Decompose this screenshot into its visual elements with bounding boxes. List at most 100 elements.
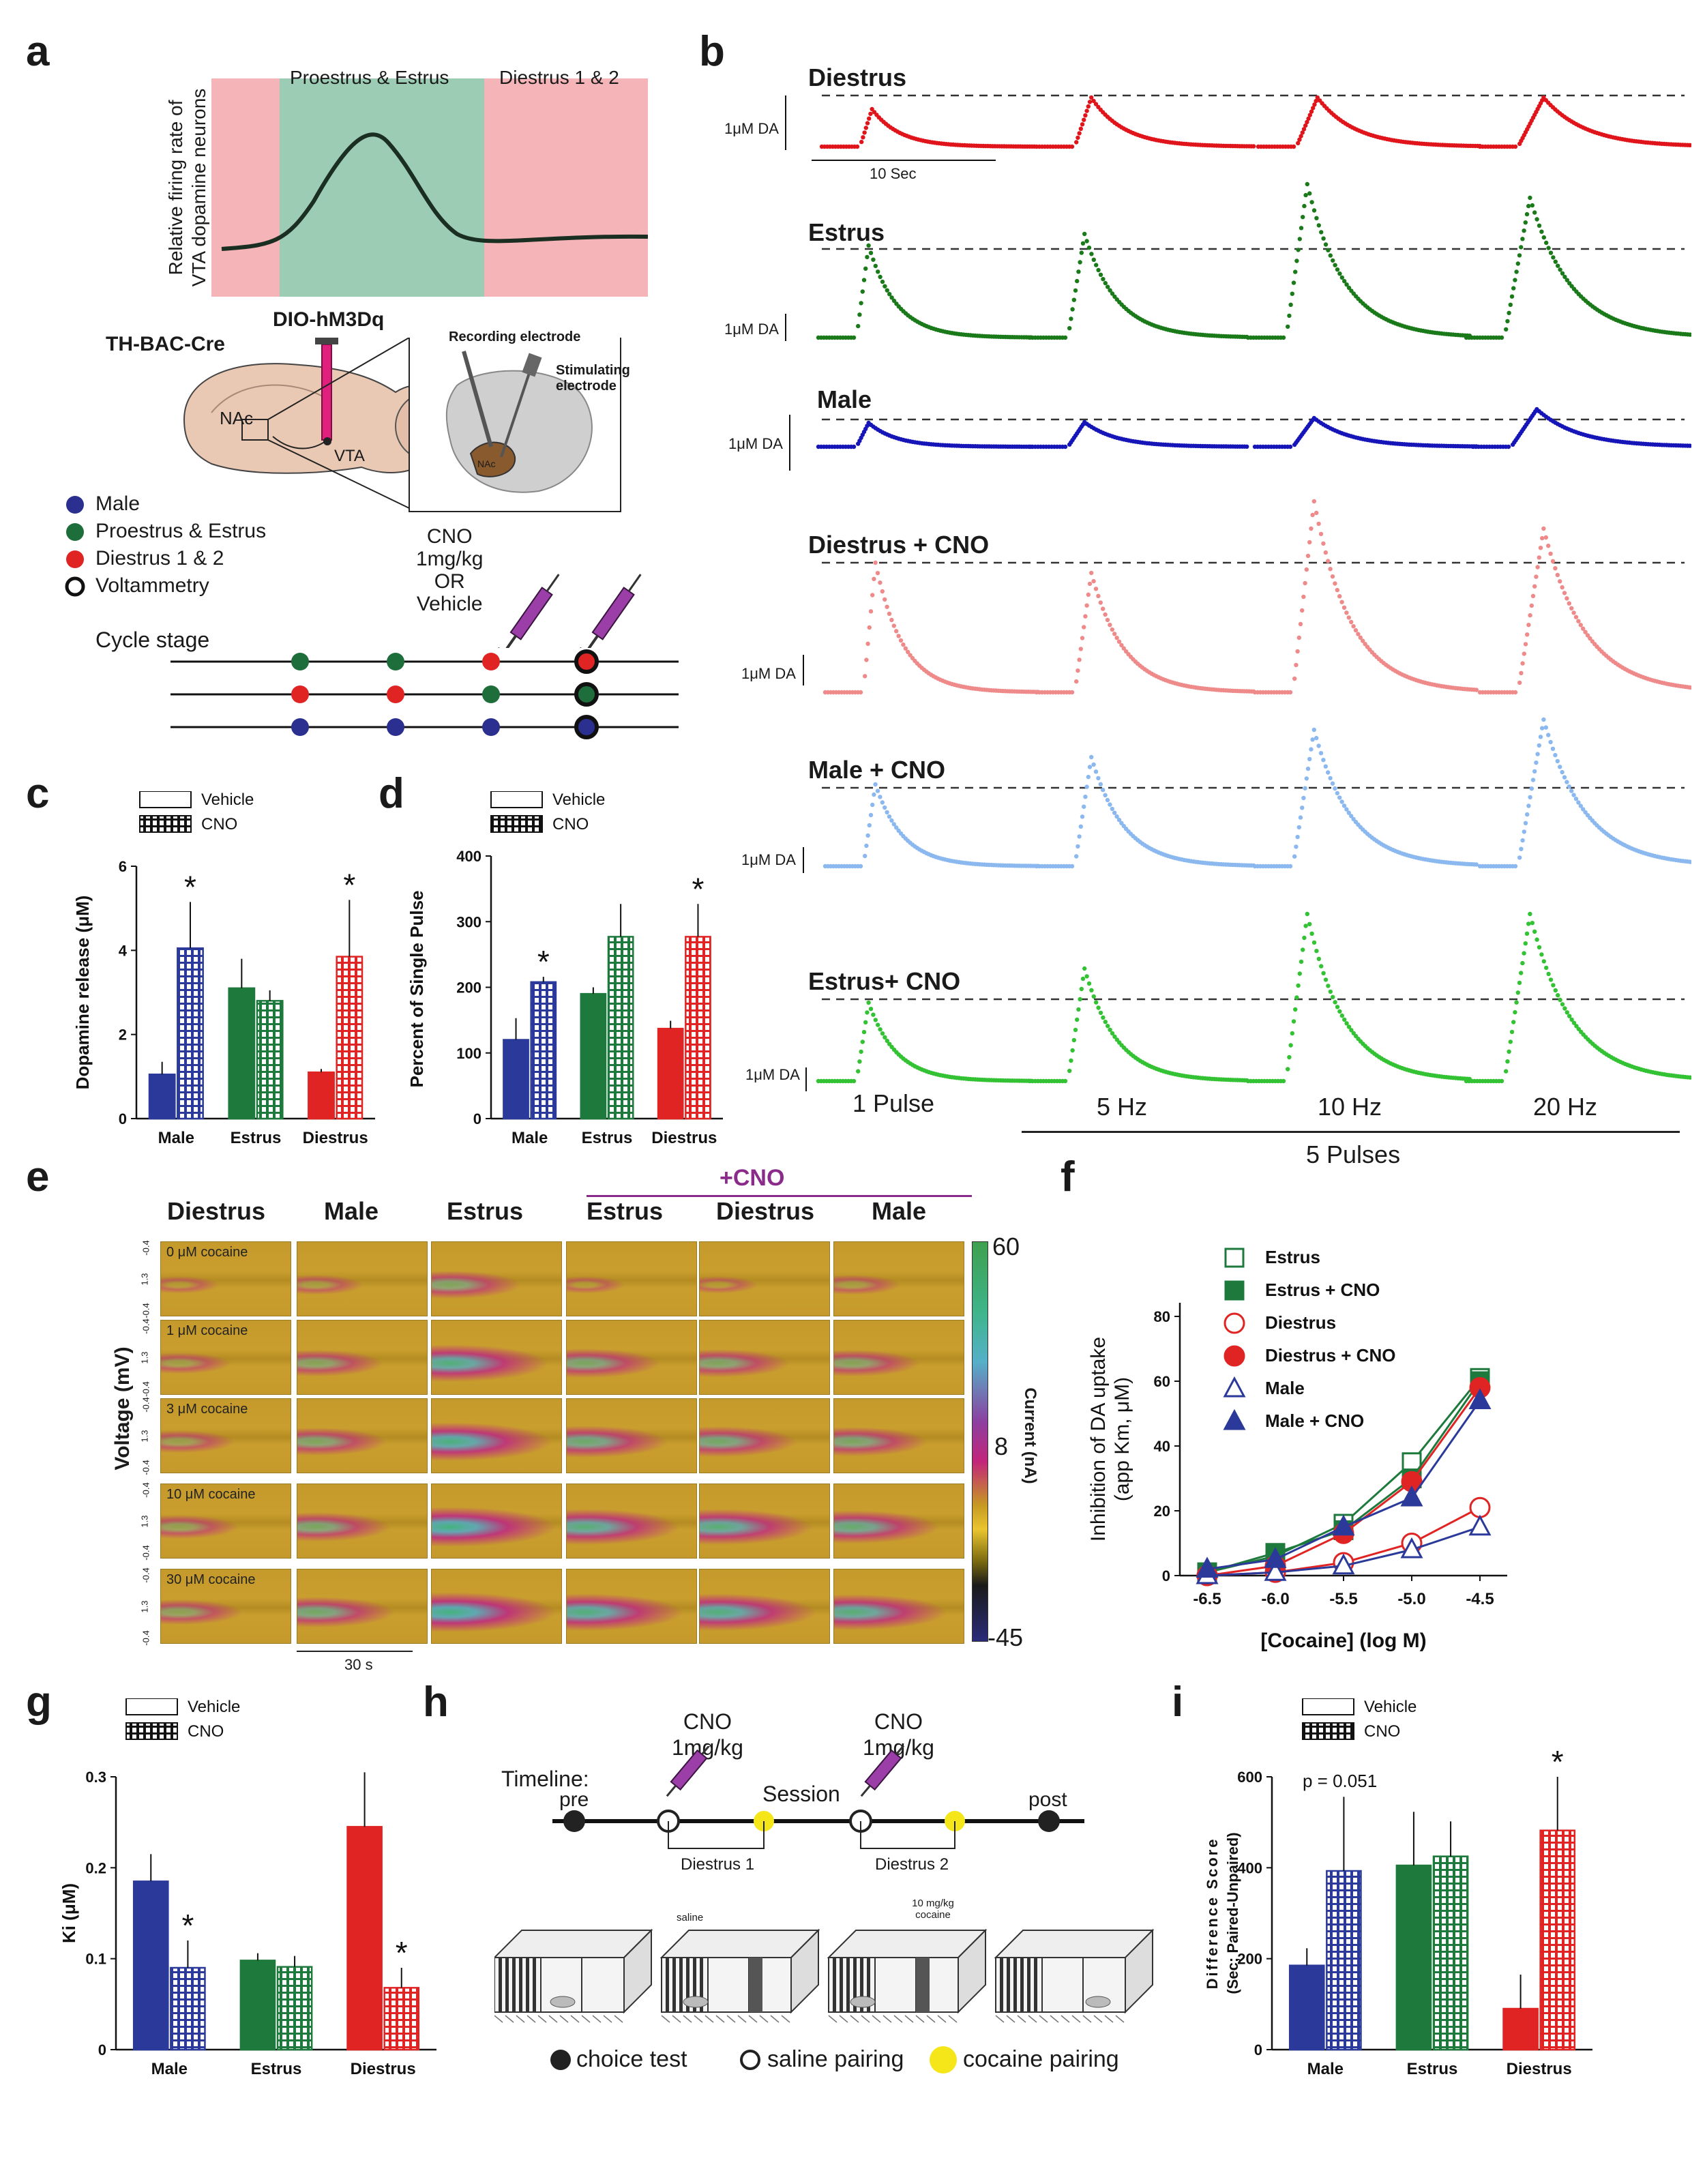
legend-cno-swatch	[125, 1722, 178, 1740]
trace-point	[1083, 113, 1088, 118]
trace-point	[867, 116, 872, 121]
x-tick-label: -6.0	[1261, 1590, 1289, 1608]
trace-5-0	[816, 1000, 1033, 1084]
trace-point	[1331, 258, 1335, 263]
cycle-stage-marker	[482, 718, 500, 736]
trace-4-1	[1034, 754, 1256, 869]
trace-point	[1286, 324, 1290, 329]
time-scale-bar	[297, 1651, 413, 1652]
trace-point	[1513, 1009, 1517, 1015]
panel-h-legend-markers	[550, 2046, 957, 2074]
cno-injection-text: CNO 1mg/kg OR Vehicle	[416, 525, 484, 615]
trace-point	[1314, 98, 1318, 104]
trace-point	[1108, 288, 1112, 293]
trace-point	[1288, 690, 1293, 695]
trace-point	[901, 642, 906, 647]
trace-point	[1116, 639, 1122, 644]
trace-point	[1323, 550, 1328, 555]
trace-point	[1319, 230, 1324, 235]
trace-point	[1565, 278, 1569, 282]
trace-point	[1309, 747, 1314, 752]
firing-rate-y-label-2: VTA dopamine neurons	[188, 88, 209, 287]
legend-label: Estrus	[1265, 1247, 1320, 1267]
trace-point	[1578, 803, 1583, 808]
y-axis-label-2: (app Km, μM)	[1111, 1377, 1133, 1501]
colorbar-tick-top: 60	[992, 1233, 1020, 1260]
trace-point	[1523, 821, 1528, 826]
legend-cno-label: CNO	[188, 1722, 224, 1741]
category-label: Estrus	[251, 2060, 302, 2078]
trace-point	[1080, 122, 1085, 127]
trace-point	[861, 1029, 867, 1035]
cycle-stage-marker	[482, 653, 500, 670]
trace-point	[1084, 108, 1089, 113]
trace-point	[887, 611, 892, 616]
mouse-icon	[550, 1996, 576, 2008]
trace-point	[1689, 685, 1691, 690]
trace-point	[1086, 592, 1091, 597]
trace-point	[1303, 192, 1308, 198]
trace-point	[1565, 780, 1569, 784]
trace-point	[1086, 774, 1091, 780]
y-tick-label: 0.2	[85, 1859, 106, 1876]
x-tick-label: -5.0	[1397, 1590, 1425, 1608]
trace-point	[1103, 1020, 1108, 1024]
trace-point	[1532, 584, 1537, 589]
trace-point	[1507, 310, 1511, 315]
trace-point	[1525, 632, 1530, 637]
bar-vehicle-male	[132, 1880, 169, 2051]
cv-tile	[566, 1484, 697, 1559]
point-male-cno	[1400, 1485, 1423, 1507]
trace-point	[1093, 102, 1099, 106]
cv-tile: 0 μM cocaine	[160, 1241, 291, 1316]
trace-point	[1089, 570, 1094, 576]
trace-point	[1558, 267, 1562, 272]
trace-point	[1251, 144, 1256, 149]
trace-point	[889, 295, 894, 300]
legend-vehicle-label: Vehicle	[201, 791, 254, 809]
cocaine-concentration-label: 0 μM cocaine	[166, 1245, 248, 1260]
trace-point	[1560, 769, 1565, 775]
trace-point	[883, 805, 887, 810]
bar-vehicle-diestrus	[657, 1027, 684, 1120]
cno-header-line	[587, 1195, 972, 1197]
trace-point	[1101, 277, 1106, 282]
trace-point	[1532, 210, 1537, 215]
trace-point	[1346, 810, 1351, 815]
trace-row-title-diestrus-cno: Diestrus + CNO	[808, 531, 990, 559]
trace-point	[1581, 807, 1586, 812]
trace-point	[1302, 935, 1307, 941]
trace-point	[1079, 986, 1084, 992]
trace-row-title-male-cno: Male + CNO	[808, 756, 946, 784]
trace-point	[860, 1039, 865, 1044]
trace-point	[1524, 931, 1530, 936]
trace-point	[872, 792, 876, 797]
cycle-stage-marker	[291, 653, 309, 670]
stim-label-5hz: 5 Hz	[1097, 1093, 1148, 1121]
trace-point	[1288, 444, 1293, 449]
trace-point	[1504, 1069, 1509, 1074]
cv-tile	[431, 1484, 562, 1559]
trace-point	[1301, 594, 1306, 600]
trace-point	[1344, 1021, 1349, 1026]
trace-point	[1103, 612, 1108, 617]
trace-point	[865, 121, 870, 126]
trace-0-0	[819, 106, 1037, 149]
trace-point	[1063, 1078, 1068, 1084]
trace-row-title-diestrus: Diestrus	[808, 63, 907, 91]
trace-4-2	[1252, 727, 1479, 869]
trace-point	[1541, 717, 1546, 722]
trace-point	[1114, 814, 1119, 819]
trace-point	[894, 629, 899, 634]
trace-point	[1537, 555, 1541, 560]
trace-point	[1474, 688, 1479, 692]
trace-point	[873, 782, 878, 787]
cv-tile	[431, 1398, 562, 1473]
trace-point	[1528, 613, 1532, 618]
category-label: Diestrus	[303, 1129, 368, 1147]
trace-point	[1300, 130, 1305, 135]
trace-0-1	[1034, 95, 1256, 149]
legend-vehicle-swatch	[139, 791, 192, 808]
trace-point	[1311, 727, 1316, 733]
point-male	[1468, 1514, 1492, 1536]
